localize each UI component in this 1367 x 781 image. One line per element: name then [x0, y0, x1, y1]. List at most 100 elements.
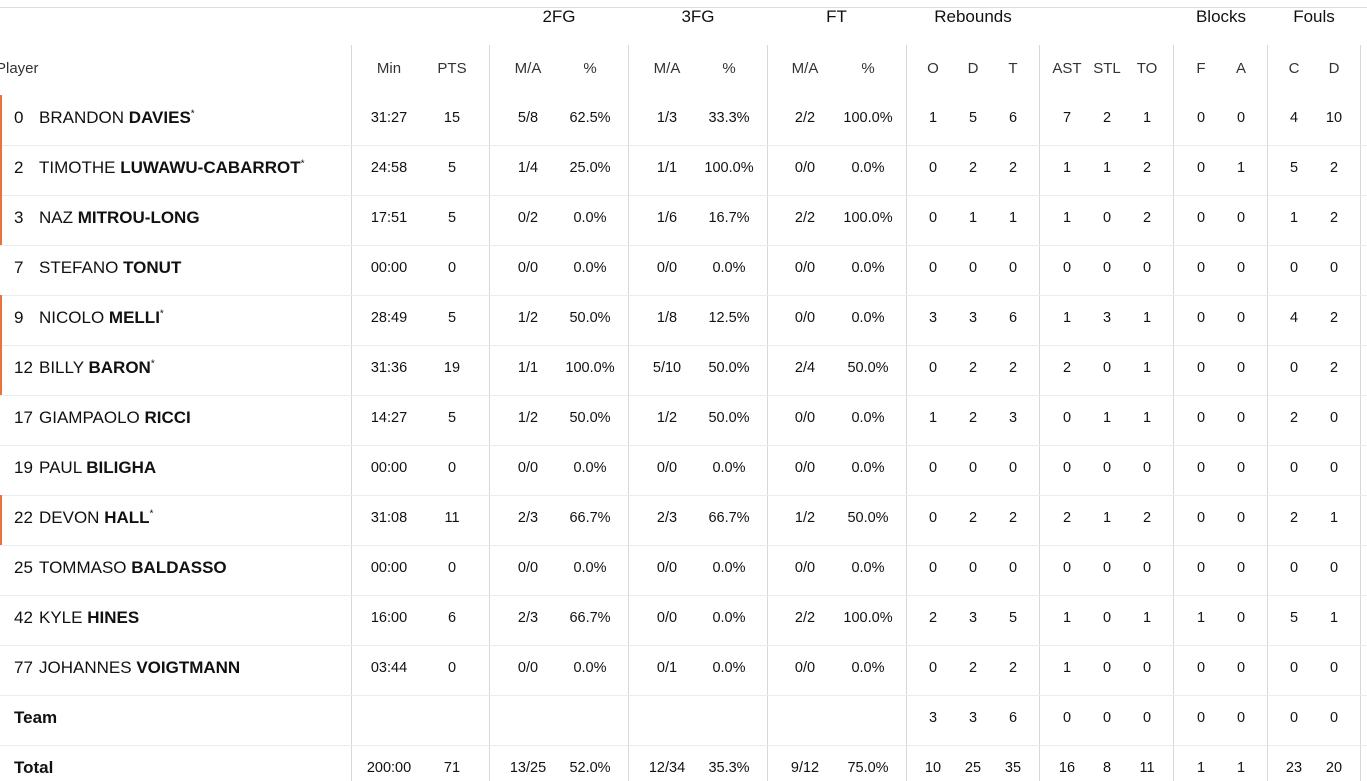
stat-cell: 0	[928, 210, 938, 226]
stat-cell: 52.0%	[569, 760, 611, 776]
stat-cell: 0	[1196, 310, 1206, 326]
stat-cell: 2	[968, 160, 978, 176]
stat-cell: 0	[447, 460, 457, 476]
player-name: 0 BRANDON DAVIES*	[14, 108, 195, 128]
stat-cell: 0	[1142, 460, 1152, 476]
stat-cell: 2	[928, 610, 938, 626]
stat-cell: 1	[1329, 610, 1339, 626]
player-name: 42 KYLE HINES	[14, 608, 139, 628]
stat-cell: 0/0	[794, 260, 816, 276]
stat-cell: 0	[1196, 710, 1206, 726]
group-header: FT	[826, 7, 847, 26]
stat-cell: 4	[1289, 110, 1299, 126]
column-header: STL	[1093, 60, 1121, 77]
stat-cell: 5	[447, 310, 457, 326]
stat-cell: 1/6	[656, 210, 678, 226]
stat-cell: 0	[1196, 360, 1206, 376]
stat-cell: 0	[1196, 260, 1206, 276]
stat-cell: 2	[1329, 210, 1339, 226]
stat-cell: 0/0	[656, 610, 678, 626]
stat-cell: 5	[447, 160, 457, 176]
first-name: JOHANNES	[39, 658, 132, 677]
first-name: TOMMASO	[39, 558, 127, 577]
stat-cell: 6	[447, 610, 457, 626]
last-name: BALDASSO	[131, 558, 227, 577]
stat-cell: 0	[1062, 560, 1072, 576]
last-name: BILIGHA	[86, 458, 157, 477]
stat-cell: 0	[1236, 560, 1246, 576]
column-header: M/A	[514, 60, 542, 77]
stat-cell: 0.0%	[851, 660, 885, 676]
stat-cell: 0	[1196, 510, 1206, 526]
stat-cell: 1/2	[517, 410, 539, 426]
stat-cell: 0	[1008, 460, 1018, 476]
stat-cell: 0/0	[794, 560, 816, 576]
first-name: PAUL	[39, 458, 82, 477]
player-name: 12 BILLY BARON*	[14, 358, 155, 378]
stat-cell: 17:51	[370, 210, 408, 226]
player-number: 77	[14, 658, 33, 677]
player-number: 12	[14, 358, 33, 377]
stat-cell: 0/2	[517, 210, 539, 226]
stat-cell: 100.0%	[843, 610, 893, 626]
stat-cell: 0.0%	[851, 160, 885, 176]
stat-cell: 2	[1008, 660, 1018, 676]
stat-cell: 1	[1102, 510, 1112, 526]
stat-cell: 1	[1289, 210, 1299, 226]
row-highlight	[0, 495, 2, 545]
stat-cell: 12/34	[648, 760, 686, 776]
stat-cell: 20	[1325, 760, 1343, 776]
stat-cell: 1/2	[517, 310, 539, 326]
stat-cell: 1	[1196, 760, 1206, 776]
stat-cell: 2	[1329, 160, 1339, 176]
stat-cell: 0	[928, 160, 938, 176]
stat-cell: 0/0	[794, 410, 816, 426]
stat-cell: 1/2	[794, 510, 816, 526]
stat-cell: 0	[1008, 260, 1018, 276]
stat-cell: 0/0	[656, 560, 678, 576]
player-number: 2	[14, 158, 24, 177]
stat-cell: 2	[1142, 160, 1152, 176]
stat-cell: 3	[1102, 310, 1112, 326]
stat-cell: 71	[443, 760, 461, 776]
stat-cell: 2	[1289, 510, 1299, 526]
stat-cell: 2	[1008, 510, 1018, 526]
stat-cell: 1	[1196, 610, 1206, 626]
column-header: %	[583, 60, 597, 77]
stat-cell: 0	[1102, 360, 1112, 376]
stat-cell: 31:27	[370, 110, 408, 126]
column-header: Min	[376, 60, 402, 77]
stat-cell: 0	[1329, 560, 1339, 576]
row-divider	[0, 345, 1367, 346]
stat-cell: 15	[443, 110, 461, 126]
stat-cell: 0	[1329, 710, 1339, 726]
stat-cell: 0.0%	[712, 610, 746, 626]
stat-cell: 19	[443, 360, 461, 376]
last-name: MELLI	[108, 308, 160, 327]
starter-mark: *	[190, 108, 195, 120]
stat-cell: 0	[1008, 560, 1018, 576]
stat-cell: 35	[1004, 760, 1022, 776]
row-divider	[0, 145, 1367, 146]
row-divider	[0, 395, 1367, 396]
stat-cell: 0	[1329, 260, 1339, 276]
stat-cell: 0	[1196, 560, 1206, 576]
stat-cell: 1	[1142, 410, 1152, 426]
stat-cell: 0	[1236, 660, 1246, 676]
first-name: TIMOTHE	[39, 158, 116, 177]
column-header: F	[1196, 60, 1206, 77]
player-name: 2 TIMOTHE LUWAWU-CABARROT*	[14, 158, 305, 178]
stat-cell: 0.0%	[573, 260, 607, 276]
stat-cell: 1/1	[656, 160, 678, 176]
stat-cell: 5/10	[652, 360, 682, 376]
first-name: STEFANO	[39, 258, 119, 277]
first-name: NICOLO	[39, 308, 105, 327]
stat-cell: 0/0	[794, 660, 816, 676]
player-number: 7	[14, 258, 24, 277]
player-number: 9	[14, 308, 24, 327]
stat-cell: 0	[1196, 460, 1206, 476]
player-number: 42	[14, 608, 33, 627]
stat-cell: 1	[1008, 210, 1018, 226]
stat-cell: 0.0%	[573, 460, 607, 476]
stat-cell: 1/2	[656, 410, 678, 426]
